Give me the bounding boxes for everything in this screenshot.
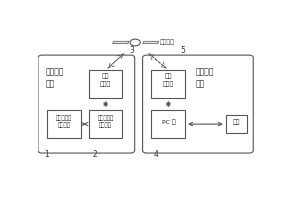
Text: 3: 3 xyxy=(129,46,134,55)
Polygon shape xyxy=(142,41,159,44)
FancyBboxPatch shape xyxy=(38,55,135,153)
Bar xyxy=(152,70,185,98)
Text: 北斗
用户机: 北斗 用户机 xyxy=(100,74,111,87)
Bar xyxy=(89,110,122,138)
FancyBboxPatch shape xyxy=(142,55,253,153)
Bar xyxy=(226,115,247,133)
Text: 1: 1 xyxy=(44,150,49,159)
Text: 新能源资源
监控装置: 新能源资源 监控装置 xyxy=(98,115,114,128)
Bar xyxy=(89,70,122,98)
Bar xyxy=(152,110,185,138)
Text: PC 机: PC 机 xyxy=(161,120,175,125)
Text: 4: 4 xyxy=(154,150,158,159)
Polygon shape xyxy=(112,41,129,44)
Bar xyxy=(47,110,80,138)
Text: 数据采集
单元: 数据采集 单元 xyxy=(46,67,64,88)
Text: 5: 5 xyxy=(180,46,185,55)
Text: 数据监控
中心: 数据监控 中心 xyxy=(196,67,214,88)
Text: 新能源信息
采集终端: 新能源信息 采集终端 xyxy=(56,115,72,128)
Text: 北斗卫星: 北斗卫星 xyxy=(160,39,175,45)
Text: 北斗
指挥机: 北斗 指挥机 xyxy=(163,74,174,87)
Circle shape xyxy=(130,39,140,46)
Text: 主站: 主站 xyxy=(232,120,240,125)
Text: 2: 2 xyxy=(92,150,97,159)
